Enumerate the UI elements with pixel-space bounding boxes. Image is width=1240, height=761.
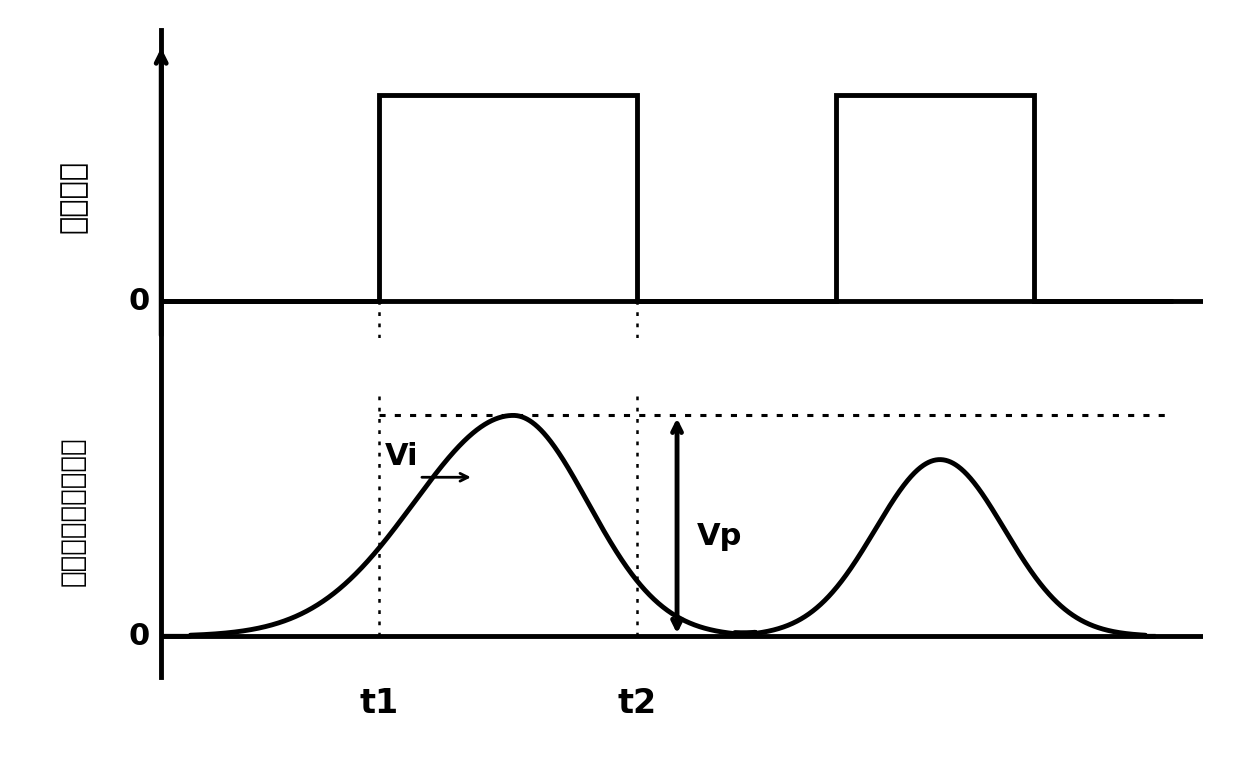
Text: Vi: Vi (384, 441, 418, 470)
Text: t1: t1 (360, 687, 399, 721)
Text: Vp: Vp (697, 522, 743, 552)
Text: 0: 0 (128, 286, 149, 316)
Text: 红外线检测仪的输出: 红外线检测仪的输出 (58, 437, 87, 586)
Text: t2: t2 (618, 687, 657, 721)
Text: 激光脉冲: 激光脉冲 (58, 160, 87, 233)
Text: 0: 0 (128, 622, 149, 651)
